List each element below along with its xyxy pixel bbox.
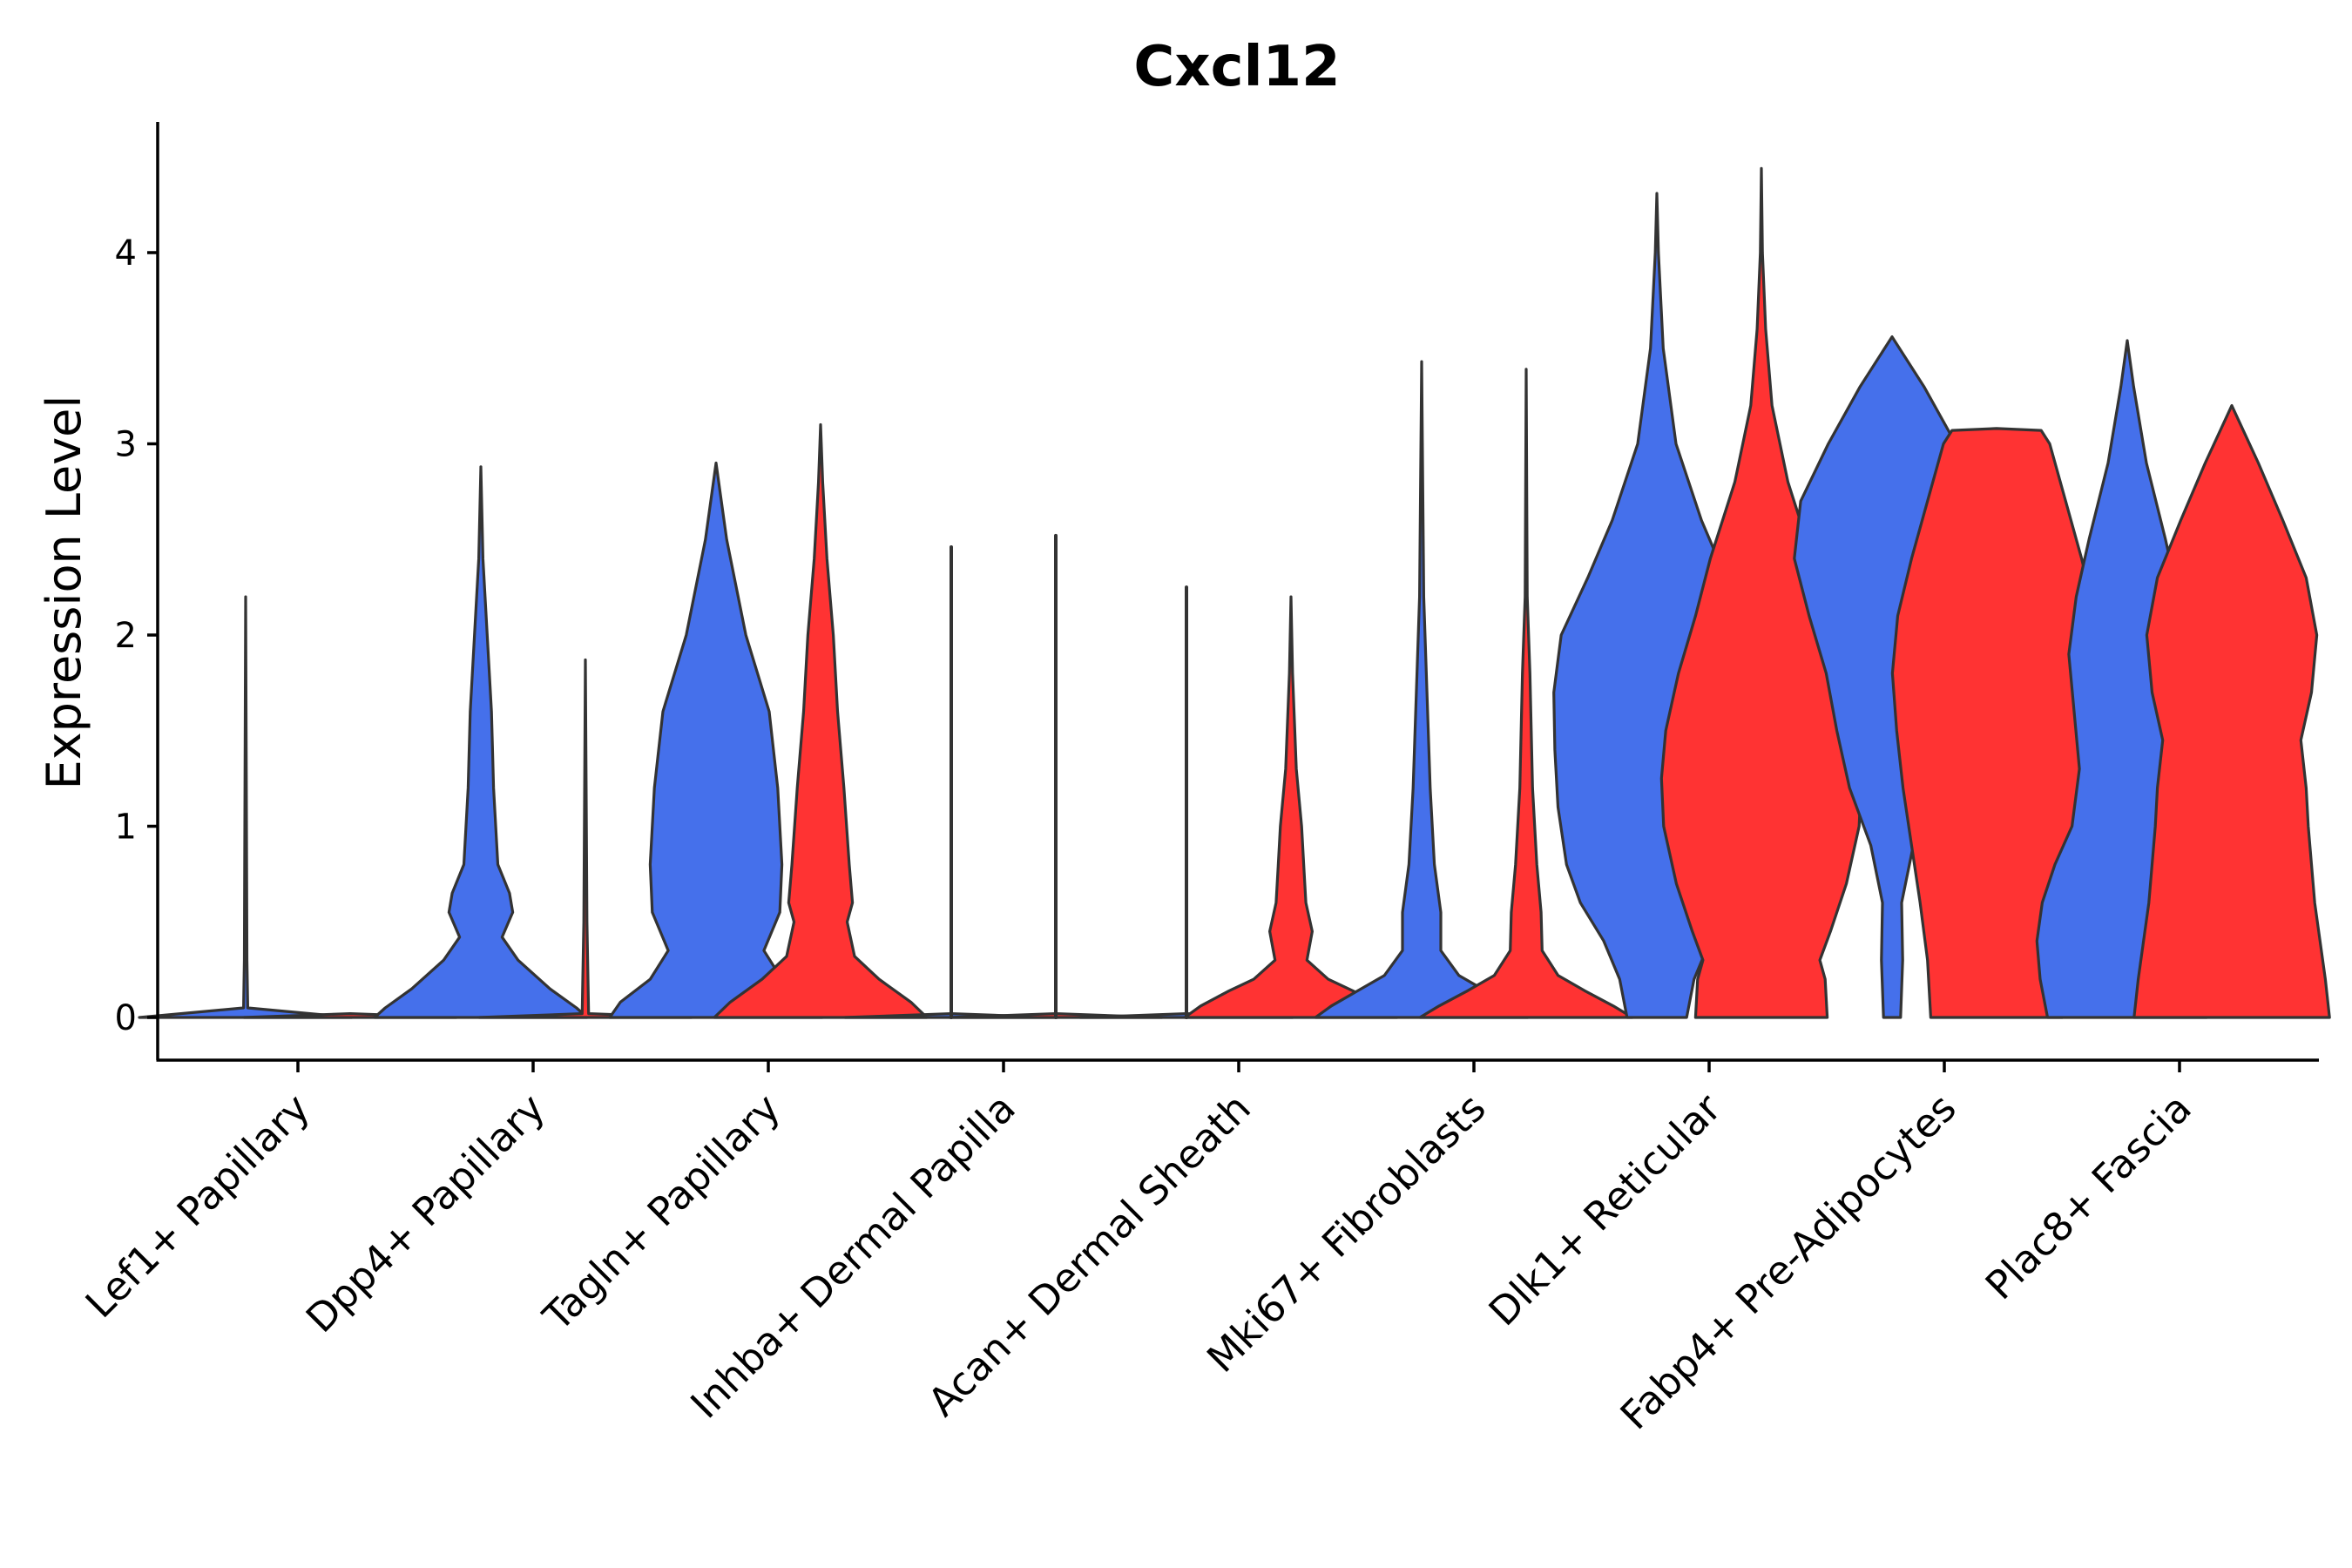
chart-title: Cxcl12 (1133, 35, 1340, 99)
violin-a (1314, 360, 1530, 1019)
violin-a (373, 465, 589, 1019)
violin-b (1183, 595, 1399, 1019)
violin-b (2132, 404, 2331, 1019)
violin-b (477, 658, 693, 1019)
y-ticks: 0 1 2 3 4 (115, 233, 158, 1038)
y-tick-label: 2 (115, 616, 137, 656)
violin-group (138, 166, 2331, 1019)
y-axis-label: Expression Level (37, 395, 91, 790)
x-tick-label: Plac8+ Fascia (1977, 1085, 2200, 1308)
x-tick-label: Lef1+ Papillary (77, 1085, 319, 1327)
violin-a (608, 461, 824, 1019)
x-tick-label: Tagln+ Papillary (534, 1085, 789, 1340)
y-tick-label: 0 (115, 998, 137, 1038)
y-tick-label: 1 (115, 808, 137, 848)
x-tick-label: Dlk1+ Reticular (1480, 1085, 1730, 1335)
y-tick-label: 3 (115, 425, 137, 465)
x-tick-label: Dpp4+ Papillary (297, 1085, 554, 1342)
violin-b (713, 422, 929, 1019)
violin-b (1418, 368, 1634, 1019)
y-tick-label: 4 (115, 233, 137, 274)
violin-a (138, 595, 354, 1019)
